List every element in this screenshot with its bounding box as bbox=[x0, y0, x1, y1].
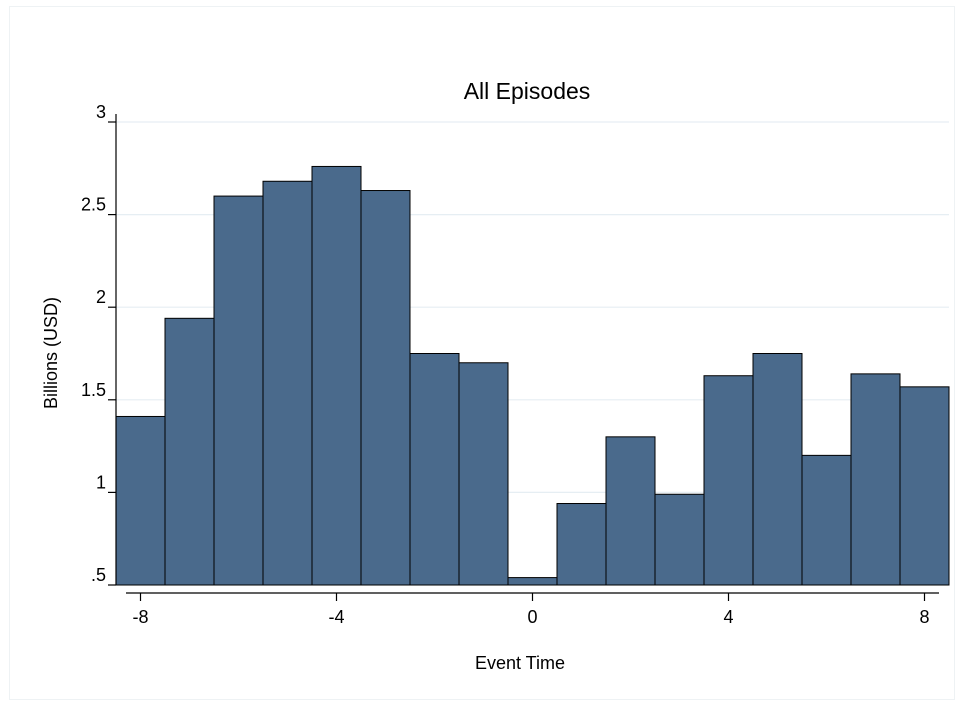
bar bbox=[360, 190, 411, 586]
x-tick-label: -4 bbox=[328, 607, 344, 627]
bar bbox=[752, 353, 803, 586]
bar bbox=[213, 195, 264, 586]
bar bbox=[409, 353, 460, 586]
bar bbox=[507, 577, 558, 586]
y-tick-label: 3 bbox=[96, 102, 106, 122]
x-tick-label: -8 bbox=[132, 607, 148, 627]
chart-title: All Episodes bbox=[464, 78, 591, 104]
bar bbox=[311, 165, 362, 586]
y-axis-label: Billions (USD) bbox=[41, 297, 61, 409]
bars bbox=[115, 165, 950, 586]
bar bbox=[115, 415, 166, 586]
x-tick-label: 0 bbox=[527, 607, 537, 627]
bar bbox=[556, 503, 607, 586]
bar bbox=[801, 454, 852, 586]
x-tick-label: 8 bbox=[919, 607, 929, 627]
y-tick-label: 1.5 bbox=[81, 380, 106, 400]
bar bbox=[899, 386, 950, 586]
axes: .5 1 1.5 2 2.5 3 -8 -4 0 4 8 bbox=[81, 102, 939, 627]
chart-frame: All Episodes .5 1 1.5 2 2.5 3 -8 -4 0 4 8 Event Ti… bbox=[9, 6, 955, 700]
y-tick-label: 2 bbox=[96, 287, 106, 307]
y-tick-label: 1 bbox=[96, 472, 106, 492]
bar bbox=[605, 436, 656, 586]
bar bbox=[262, 180, 313, 586]
y-tick-label: .5 bbox=[91, 565, 106, 585]
bar bbox=[850, 373, 901, 586]
x-tick-label: 4 bbox=[723, 607, 733, 627]
x-axis-label: Event Time bbox=[475, 653, 565, 673]
bar bbox=[654, 493, 705, 586]
bar bbox=[458, 362, 509, 586]
y-tick-label: 2.5 bbox=[81, 195, 106, 215]
bar bbox=[703, 375, 754, 586]
histogram-chart: All Episodes .5 1 1.5 2 2.5 3 -8 -4 0 4 8 Event Ti… bbox=[41, 78, 950, 673]
bar bbox=[164, 317, 215, 586]
